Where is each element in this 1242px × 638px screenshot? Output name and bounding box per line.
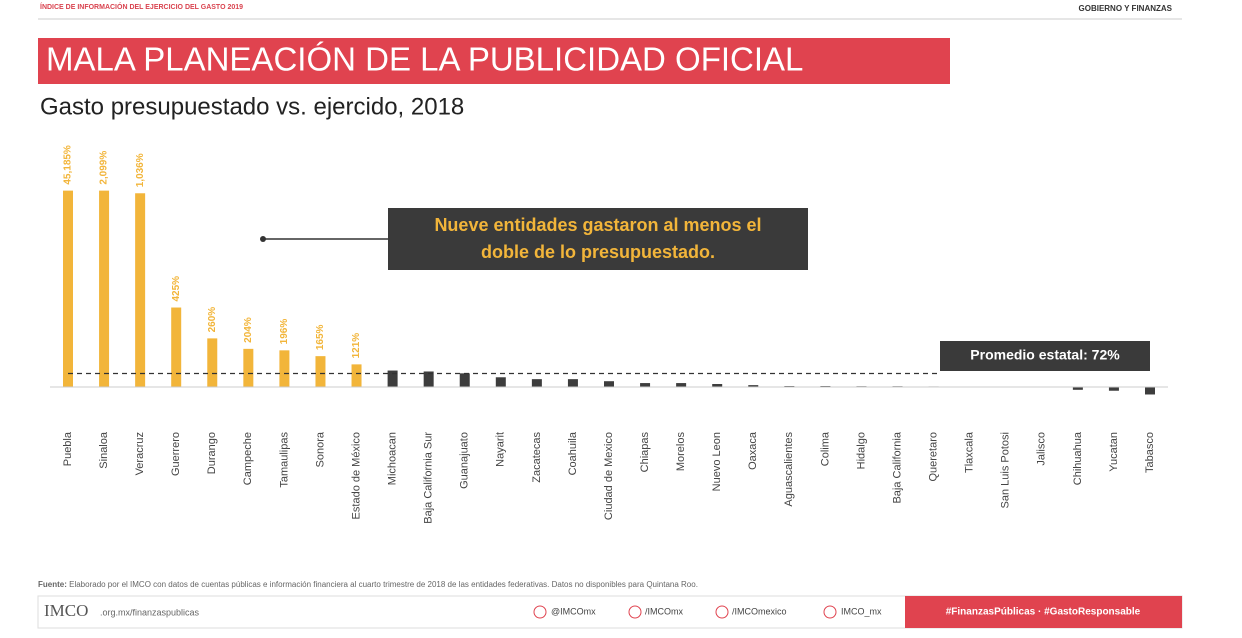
bar [279, 350, 290, 387]
x-tick-label: Zacatecas [531, 432, 543, 483]
x-tick-label: Oaxaca [747, 431, 759, 470]
x-tick-label: Sinaloa [98, 431, 110, 469]
x-tick-label: Hidalgo [855, 432, 867, 469]
value-label: 1,036% [135, 153, 146, 187]
bar [495, 377, 506, 387]
icon-facebook [628, 605, 642, 619]
source-label: Fuente: [38, 580, 67, 589]
x-tick-label: Chiapas [639, 432, 651, 473]
bar [135, 193, 146, 387]
value-label: 260% [207, 307, 218, 333]
annotation-line: Nueve entidades gastaron al menos el [434, 215, 761, 235]
value-label: 425% [171, 276, 182, 302]
x-tick-label: Jalisco [1036, 432, 1048, 466]
header-left: ÍNDICE DE INFORMACIÓN DEL EJERCICIO DEL … [40, 2, 243, 11]
annotation-line: doble de lo presupuestado. [481, 242, 715, 262]
bar [171, 307, 182, 387]
x-tick-label: Puebla [62, 431, 74, 466]
average-box [940, 341, 1150, 371]
bar [604, 381, 614, 387]
bar [315, 356, 326, 387]
footer-url: .org.mx/finanzaspublicas [100, 607, 200, 617]
x-tick-label: Tamaulipas [278, 432, 290, 488]
x-tick-label: Nayarit [495, 432, 507, 467]
bar [351, 364, 362, 387]
bar [63, 190, 73, 387]
x-tick-label: Chihuahua [1072, 431, 1084, 485]
footer-social[interactable]: @IMCOmx [551, 606, 596, 616]
x-tick-label: Veracruz [134, 432, 146, 475]
footer-social[interactable]: /IMCOmx [645, 606, 683, 616]
x-tick-label: Guanajuato [459, 432, 471, 489]
average-label: Promedio estatal: 72% [970, 347, 1120, 363]
footer-logo: IMCO [44, 601, 88, 620]
bar [207, 338, 218, 387]
bar [748, 385, 759, 387]
x-tick-label: Aguascalientes [783, 432, 795, 507]
chart-subtitle: Gasto presupuestado vs. ejercido, 2018 [40, 93, 464, 120]
footer-social[interactable]: IMCO_mx [841, 606, 882, 616]
x-tick-label: Morelos [675, 432, 687, 472]
x-tick-label: San Luis Potosi [1000, 432, 1012, 508]
value-label: 121% [351, 333, 362, 359]
bar [676, 383, 687, 387]
icon-twitter [533, 605, 547, 619]
value-label: 2,099% [99, 151, 110, 185]
x-tick-label: Nuevo Leon [711, 432, 723, 491]
source: Fuente: Elaborado por el IMCO con datos … [38, 580, 698, 589]
x-tick-label: Coahuila [567, 431, 579, 475]
title-bar [38, 38, 950, 84]
bar [640, 383, 651, 387]
plot: 45,185% Puebla 2,099% Sinaloa 1,036% Veracruz… [50, 145, 1168, 524]
value-label: 165% [315, 324, 326, 350]
bar [712, 384, 723, 387]
chart-title: MALA PLANEACIÓN DE LA PUBLICIDAD OFICIAL [46, 41, 803, 78]
x-tick-label: Tlaxcala [964, 431, 976, 473]
bar [459, 373, 470, 387]
bar [1072, 387, 1083, 390]
hashtag-box [905, 596, 1182, 628]
x-tick-label: Tabasco [1144, 432, 1156, 473]
value-label: 196% [279, 319, 290, 345]
footer-hashtags: #FinanzasPúblicas · #GastoResponsable [946, 607, 1141, 618]
x-tick-label: Baja California Sur [423, 432, 435, 524]
x-tick-label: Yucatan [1108, 432, 1120, 472]
x-tick-label: Michoacan [387, 432, 399, 485]
x-tick-label: Durango [206, 432, 218, 474]
value-label: 204% [243, 317, 254, 343]
bar [531, 379, 542, 387]
x-tick-label: Ciudad de Mexico [603, 432, 615, 520]
header-right: GOBIERNO Y FINANZAS [1079, 4, 1173, 13]
bar [387, 370, 398, 387]
annotation-box [388, 208, 808, 270]
value-label: 45,185% [63, 145, 74, 185]
bar [423, 371, 434, 387]
icon-instagram [823, 605, 837, 619]
bar [567, 379, 578, 387]
icon-youtube [715, 605, 729, 619]
footer-social[interactable]: /IMCOmexico [732, 606, 787, 616]
bar [243, 348, 254, 387]
x-tick-label: Sonora [314, 431, 326, 467]
x-tick-label: Campeche [242, 432, 254, 485]
bar [1145, 387, 1155, 395]
x-tick-label: Baja California [891, 431, 903, 503]
x-tick-label: Queretaro [928, 432, 940, 482]
bar [99, 190, 110, 388]
source-text: Elaborado por el IMCO con datos de cuent… [67, 580, 698, 589]
x-tick-label: Estado de México [350, 432, 362, 519]
x-tick-label: Colima [819, 431, 831, 466]
x-tick-label: Guerrero [170, 432, 182, 476]
bar [1108, 387, 1119, 391]
